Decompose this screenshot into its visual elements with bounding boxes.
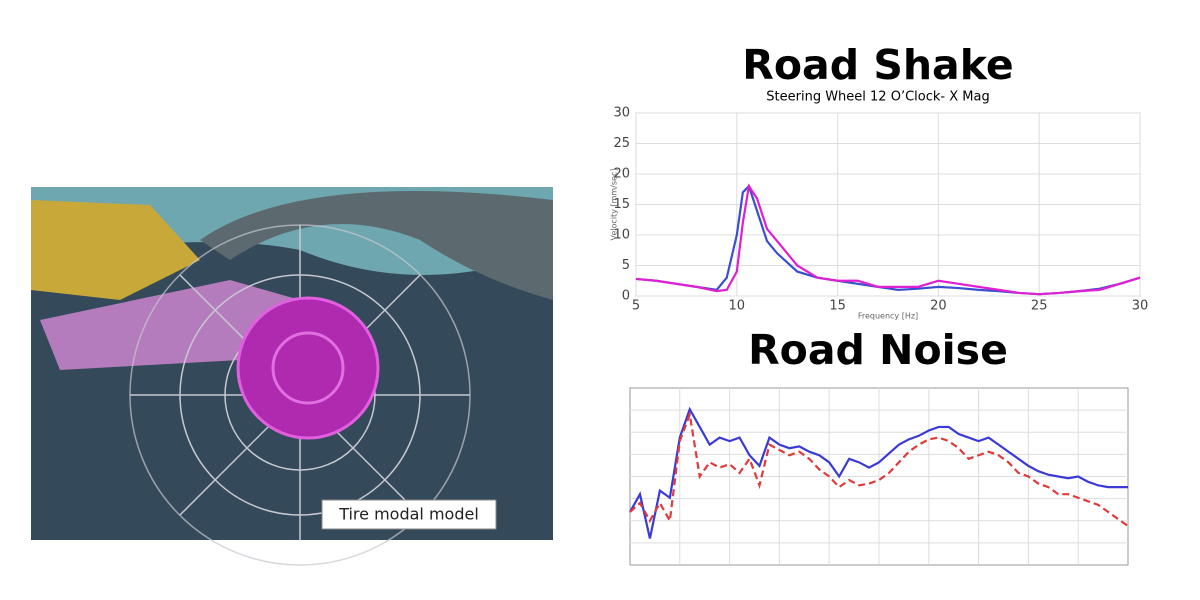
chart-subtitle: Steering Wheel 12 O’Clock- X Mag [766,90,989,105]
image-fender [200,191,553,300]
x-tick-label: 30 [1132,299,1149,314]
image-caption: Tire modal model [338,505,479,524]
y-tick-label: 20 [613,167,630,182]
y-tick-label: 10 [613,228,630,243]
y-tick-label: 5 [622,258,630,273]
image-suspension [40,280,300,370]
y-axis-label: Velocity [mm/sec] [610,169,619,241]
y-tick-label: 15 [613,197,630,212]
x-tick-label: 10 [729,299,746,314]
line-series [635,183,1141,296]
x-axis-label: Frequency [Hz] [858,312,918,321]
y-tick-label: 0 [622,289,630,304]
tire-model-image: Tire modal model [31,187,553,566]
y-tick-label: 30 [613,106,630,121]
chart-title: Road Noise [748,326,1008,374]
caption-box [321,499,497,530]
chart-title: Road Shake [742,41,1013,89]
y-tick-label: 25 [613,136,630,151]
x-tick-label: 15 [829,299,846,314]
line-series [629,410,1129,527]
image-hub-ring [271,331,345,405]
x-tick-label: 25 [1031,299,1048,314]
x-tick-label: 5 [632,299,640,314]
image-hub [236,296,380,440]
x-tick-label: 20 [930,299,947,314]
image-arm [31,200,200,300]
line-series [629,406,1128,539]
